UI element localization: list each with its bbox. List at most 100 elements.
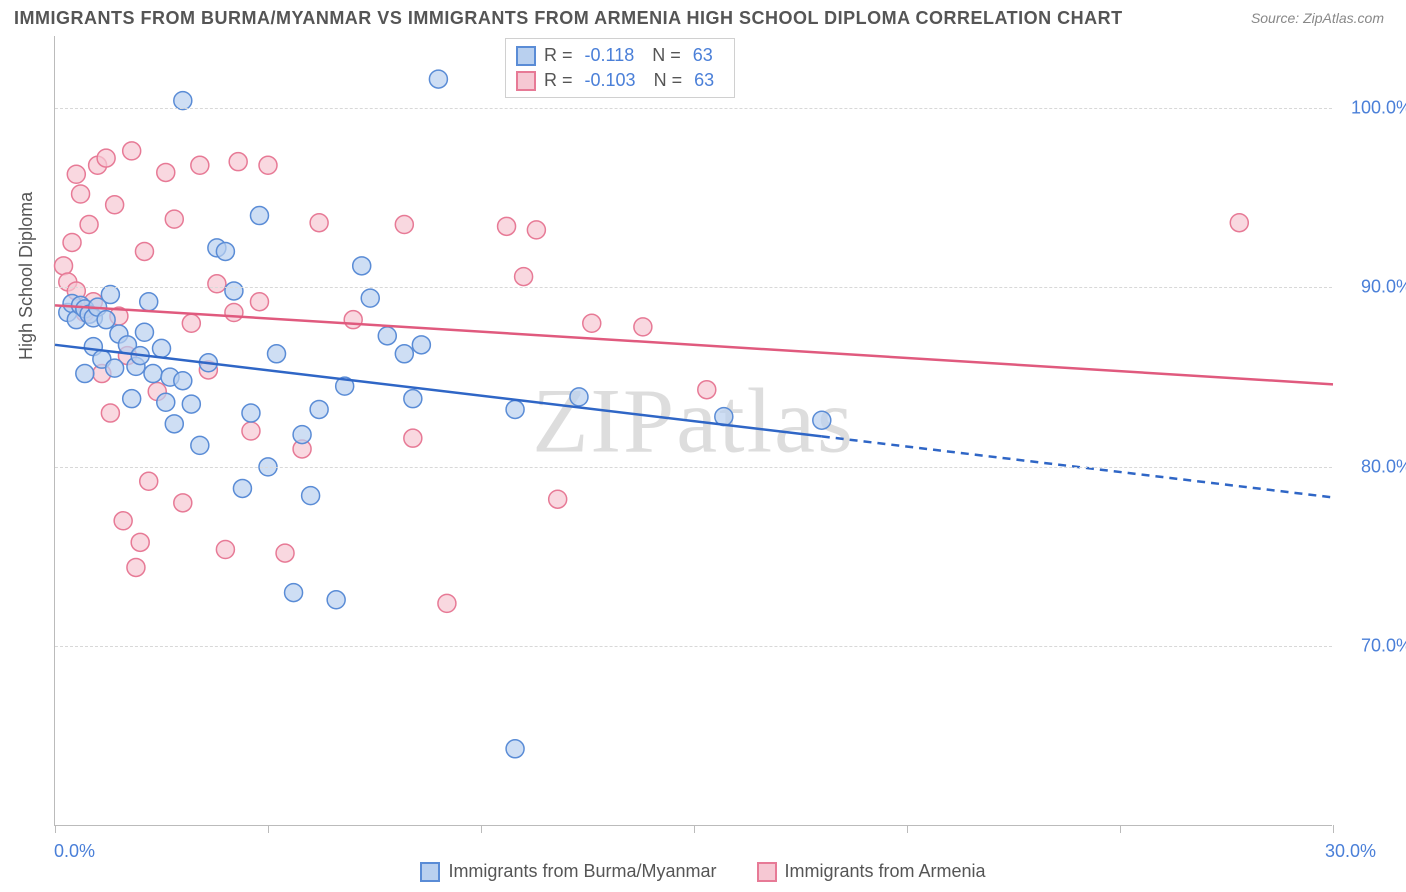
x-tick	[1333, 825, 1334, 833]
data-point	[506, 400, 524, 418]
gridline	[55, 646, 1332, 647]
data-point	[570, 388, 588, 406]
data-point	[302, 487, 320, 505]
data-point	[242, 404, 260, 422]
data-point	[583, 314, 601, 332]
data-point	[216, 541, 234, 559]
legend-item: Immigrants from Armenia	[757, 861, 986, 882]
data-point	[157, 393, 175, 411]
legend-swatch	[420, 862, 440, 882]
x-tick	[694, 825, 695, 833]
data-point	[140, 293, 158, 311]
regression-line	[55, 305, 1333, 384]
data-point	[157, 163, 175, 181]
data-point	[378, 327, 396, 345]
data-point	[97, 149, 115, 167]
x-tick	[268, 825, 269, 833]
data-point	[353, 257, 371, 275]
data-point	[135, 323, 153, 341]
data-point	[144, 365, 162, 383]
chart-plot-area: ZIPatlas R = -0.118N = 63R = -0.103N = 6…	[54, 36, 1332, 826]
data-point	[63, 233, 81, 251]
x-tick	[1120, 825, 1121, 833]
data-point	[76, 365, 94, 383]
data-point	[106, 359, 124, 377]
n-label: N =	[652, 45, 681, 66]
n-value: 63	[694, 70, 714, 91]
data-point	[698, 381, 716, 399]
source-attribution: Source: ZipAtlas.com	[1251, 10, 1384, 26]
data-point	[123, 142, 141, 160]
x-tick	[55, 825, 56, 833]
series-legend: Immigrants from Burma/Myanmar Immigrants …	[0, 861, 1406, 882]
data-point	[395, 345, 413, 363]
data-point	[310, 400, 328, 418]
data-point	[191, 436, 209, 454]
data-point	[229, 153, 247, 171]
n-value: 63	[693, 45, 713, 66]
data-point	[250, 207, 268, 225]
legend-label: Immigrants from Armenia	[785, 861, 986, 882]
data-point	[106, 196, 124, 214]
x-axis-min-label: 0.0%	[54, 841, 95, 862]
data-point	[165, 415, 183, 433]
legend-label: Immigrants from Burma/Myanmar	[448, 861, 716, 882]
gridline	[55, 287, 1332, 288]
data-point	[498, 217, 516, 235]
data-point	[327, 591, 345, 609]
data-point	[131, 533, 149, 551]
data-point	[174, 372, 192, 390]
y-tick-label: 90.0%	[1361, 277, 1406, 298]
data-point	[127, 558, 145, 576]
data-point	[813, 411, 831, 429]
r-value: -0.103	[585, 70, 636, 91]
data-point	[80, 216, 98, 234]
legend-stat-row: R = -0.103 N = 63	[516, 68, 724, 93]
r-label: R =	[544, 70, 573, 91]
data-point	[174, 494, 192, 512]
legend-swatch	[516, 71, 536, 91]
legend-swatch	[516, 46, 536, 66]
data-point	[140, 472, 158, 490]
data-point	[225, 282, 243, 300]
gridline	[55, 108, 1332, 109]
x-tick	[481, 825, 482, 833]
x-axis-max-label: 30.0%	[1325, 841, 1376, 862]
data-point	[549, 490, 567, 508]
data-point	[1230, 214, 1248, 232]
y-tick-label: 80.0%	[1361, 456, 1406, 477]
y-tick-label: 70.0%	[1361, 636, 1406, 657]
data-point	[412, 336, 430, 354]
data-point	[438, 594, 456, 612]
chart-title: IMMIGRANTS FROM BURMA/MYANMAR VS IMMIGRA…	[14, 8, 1123, 29]
data-point	[310, 214, 328, 232]
r-value: -0.118	[585, 45, 635, 66]
data-point	[293, 426, 311, 444]
data-point	[242, 422, 260, 440]
legend-item: Immigrants from Burma/Myanmar	[420, 861, 716, 882]
data-point	[404, 429, 422, 447]
gridline	[55, 467, 1332, 468]
correlation-legend: R = -0.118 N = 63 R = -0.103 N = 63	[505, 38, 735, 98]
data-point	[191, 156, 209, 174]
data-point	[153, 339, 171, 357]
n-label: N =	[654, 70, 683, 91]
data-point	[55, 257, 73, 275]
y-tick-label: 100.0%	[1351, 97, 1406, 118]
data-point	[250, 293, 268, 311]
data-point	[135, 242, 153, 260]
data-point	[527, 221, 545, 239]
r-label: R =	[544, 45, 573, 66]
data-point	[634, 318, 652, 336]
data-point	[72, 185, 90, 203]
data-point	[361, 289, 379, 307]
data-point	[114, 512, 132, 530]
data-point	[67, 165, 85, 183]
legend-stat-row: R = -0.118 N = 63	[516, 43, 724, 68]
data-point	[285, 584, 303, 602]
data-point	[165, 210, 183, 228]
data-point	[233, 479, 251, 497]
data-point	[182, 395, 200, 413]
data-point	[259, 156, 277, 174]
data-point	[182, 314, 200, 332]
